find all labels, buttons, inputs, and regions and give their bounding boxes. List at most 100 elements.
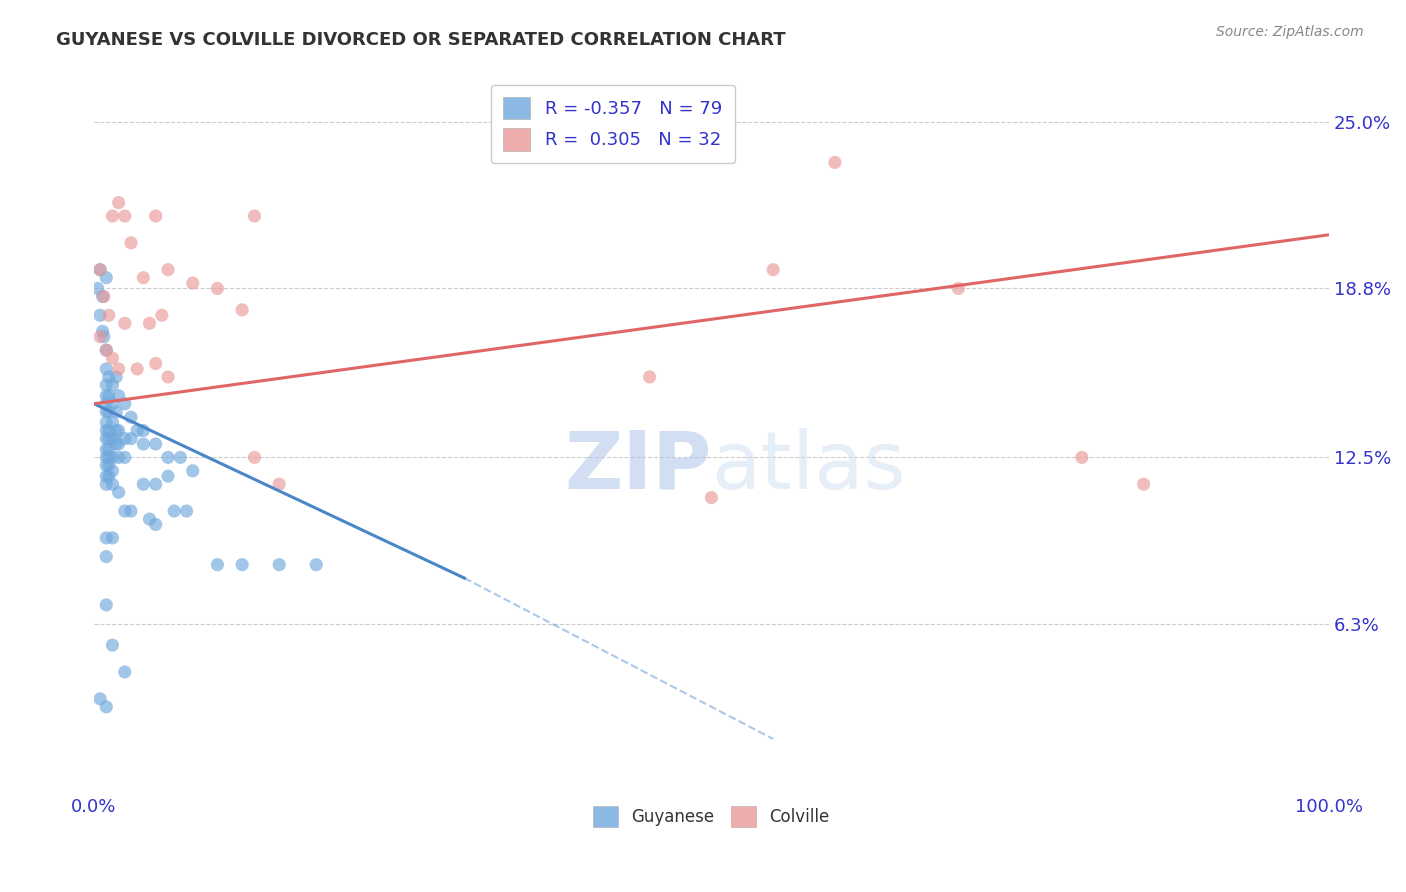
Point <box>1070 450 1092 465</box>
Point <box>145 437 167 451</box>
Point <box>96 397 118 411</box>
Point <box>89 308 111 322</box>
Point <box>120 410 142 425</box>
Point <box>132 437 155 451</box>
Point <box>91 289 114 303</box>
Point <box>114 316 136 330</box>
Point <box>157 262 180 277</box>
Point <box>101 432 124 446</box>
Point <box>96 405 118 419</box>
Point <box>97 389 120 403</box>
Point <box>114 665 136 679</box>
Point <box>105 424 128 438</box>
Point <box>97 308 120 322</box>
Point <box>89 262 111 277</box>
Point <box>97 442 120 457</box>
Point <box>145 517 167 532</box>
Point <box>127 424 149 438</box>
Point <box>176 504 198 518</box>
Point <box>96 432 118 446</box>
Legend: Guyanese, Colville: Guyanese, Colville <box>585 798 838 835</box>
Point <box>96 416 118 430</box>
Point <box>105 437 128 451</box>
Point <box>145 209 167 223</box>
Point <box>97 469 120 483</box>
Point <box>145 477 167 491</box>
Point <box>89 262 111 277</box>
Point <box>181 276 204 290</box>
Point <box>114 397 136 411</box>
Point <box>96 531 118 545</box>
Point <box>114 504 136 518</box>
Point <box>101 378 124 392</box>
Point <box>157 450 180 465</box>
Point <box>96 343 118 358</box>
Point <box>243 209 266 223</box>
Point <box>101 450 124 465</box>
Point <box>150 308 173 322</box>
Point <box>101 351 124 366</box>
Point <box>114 209 136 223</box>
Point <box>96 450 118 465</box>
Point <box>576 128 599 143</box>
Point <box>101 209 124 223</box>
Point <box>96 477 118 491</box>
Point <box>97 405 120 419</box>
Point <box>101 416 124 430</box>
Point <box>89 691 111 706</box>
Point <box>107 389 129 403</box>
Point <box>114 450 136 465</box>
Point <box>231 302 253 317</box>
Point <box>96 343 118 358</box>
Point <box>96 549 118 564</box>
Point <box>89 329 111 343</box>
Point <box>132 477 155 491</box>
Point <box>96 458 118 473</box>
Point <box>93 289 115 303</box>
Point <box>107 485 129 500</box>
Point <box>169 450 191 465</box>
Point <box>101 397 124 411</box>
Point <box>138 512 160 526</box>
Point <box>243 450 266 465</box>
Point <box>101 638 124 652</box>
Point <box>948 281 970 295</box>
Text: GUYANESE VS COLVILLE DIVORCED OR SEPARATED CORRELATION CHART: GUYANESE VS COLVILLE DIVORCED OR SEPARAT… <box>56 31 786 49</box>
Point <box>107 424 129 438</box>
Point <box>97 458 120 473</box>
Point <box>231 558 253 572</box>
Point <box>120 504 142 518</box>
Point <box>120 235 142 250</box>
Point <box>163 504 186 518</box>
Point <box>96 270 118 285</box>
Point <box>101 477 124 491</box>
Point <box>105 405 128 419</box>
Point <box>96 598 118 612</box>
Point <box>305 558 328 572</box>
Text: ZIP: ZIP <box>564 428 711 506</box>
Point <box>107 195 129 210</box>
Point <box>181 464 204 478</box>
Point <box>120 432 142 446</box>
Point <box>207 558 229 572</box>
Point <box>96 378 118 392</box>
Point <box>207 281 229 295</box>
Point <box>101 531 124 545</box>
Point <box>157 370 180 384</box>
Point <box>638 370 661 384</box>
Point <box>107 437 129 451</box>
Point <box>127 362 149 376</box>
Point <box>91 324 114 338</box>
Point <box>96 699 118 714</box>
Point <box>93 329 115 343</box>
Point <box>132 270 155 285</box>
Point <box>97 424 120 438</box>
Point <box>97 450 120 465</box>
Point <box>132 424 155 438</box>
Point <box>762 262 785 277</box>
Point <box>107 362 129 376</box>
Point <box>700 491 723 505</box>
Point <box>269 558 291 572</box>
Point <box>96 442 118 457</box>
Point <box>1132 477 1154 491</box>
